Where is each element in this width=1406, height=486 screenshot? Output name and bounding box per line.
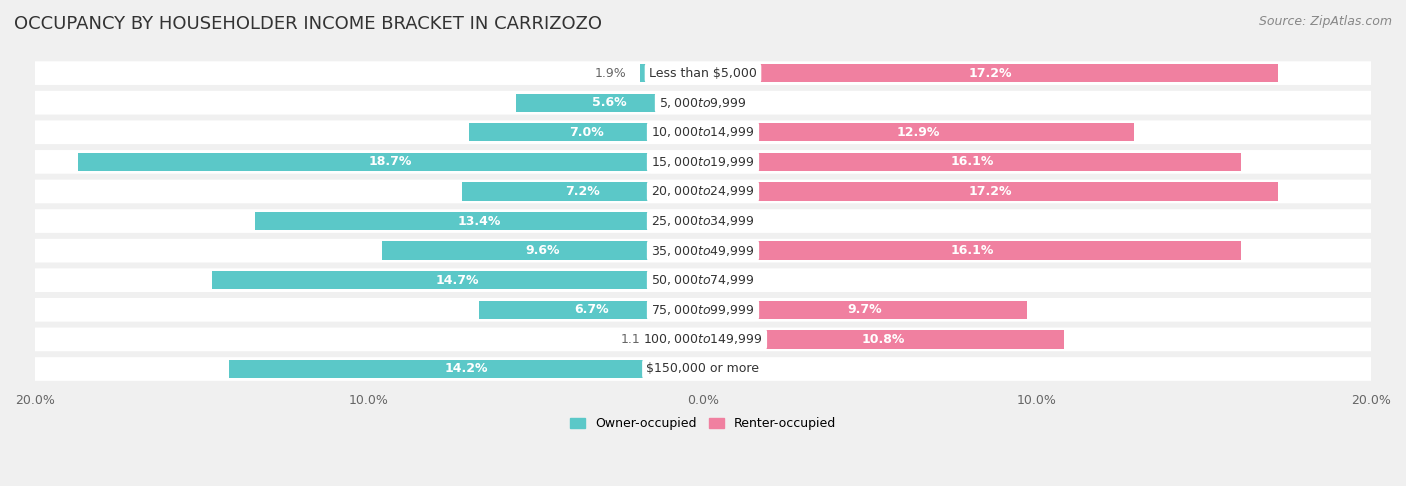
Bar (256, 212, 703, 230)
Text: 7.0%: 7.0% (568, 126, 603, 139)
Bar (79, 153, 703, 171)
FancyBboxPatch shape (35, 298, 1371, 322)
FancyBboxPatch shape (35, 268, 1371, 292)
Text: 17.2%: 17.2% (969, 185, 1012, 198)
Text: 10.8%: 10.8% (862, 333, 905, 346)
Text: 1.1%: 1.1% (621, 333, 652, 346)
FancyBboxPatch shape (35, 209, 1371, 233)
Text: 14.7%: 14.7% (436, 274, 479, 287)
Legend: Owner-occupied, Renter-occupied: Owner-occupied, Renter-occupied (565, 413, 841, 435)
Text: 16.1%: 16.1% (950, 244, 994, 257)
Bar (666, 330, 703, 348)
Text: 17.2%: 17.2% (969, 67, 1012, 80)
Text: 0.0%: 0.0% (717, 274, 748, 287)
Text: 0.0%: 0.0% (717, 363, 748, 376)
Text: 16.1%: 16.1% (950, 156, 994, 168)
Text: 14.2%: 14.2% (444, 363, 488, 376)
Bar (229, 360, 703, 378)
Bar (212, 271, 703, 289)
Text: $35,000 to $49,999: $35,000 to $49,999 (651, 243, 755, 258)
Text: 9.6%: 9.6% (526, 244, 560, 257)
FancyBboxPatch shape (35, 328, 1371, 351)
FancyBboxPatch shape (35, 357, 1371, 381)
FancyBboxPatch shape (35, 239, 1371, 262)
Bar (470, 123, 703, 141)
Text: $10,000 to $14,999: $10,000 to $14,999 (651, 125, 755, 139)
Bar (703, 330, 1064, 348)
FancyBboxPatch shape (35, 180, 1371, 203)
Text: $50,000 to $74,999: $50,000 to $74,999 (651, 273, 755, 287)
Text: Source: ZipAtlas.com: Source: ZipAtlas.com (1258, 15, 1392, 28)
Text: 9.7%: 9.7% (848, 303, 883, 316)
Text: Less than $5,000: Less than $5,000 (650, 67, 756, 80)
Text: $75,000 to $99,999: $75,000 to $99,999 (651, 303, 755, 317)
Bar (382, 242, 703, 260)
Text: $15,000 to $19,999: $15,000 to $19,999 (651, 155, 755, 169)
Text: $150,000 or more: $150,000 or more (647, 363, 759, 376)
Text: 12.9%: 12.9% (897, 126, 941, 139)
Text: 0.0%: 0.0% (717, 214, 748, 227)
Bar (703, 64, 1278, 82)
FancyBboxPatch shape (35, 61, 1371, 85)
FancyBboxPatch shape (35, 121, 1371, 144)
Bar (640, 64, 703, 82)
Bar (703, 153, 1240, 171)
Text: 6.7%: 6.7% (574, 303, 609, 316)
Text: 13.4%: 13.4% (457, 214, 501, 227)
Bar (703, 242, 1240, 260)
Bar (463, 182, 703, 201)
Bar (703, 182, 1278, 201)
Bar (516, 93, 703, 112)
Bar (703, 301, 1026, 319)
Text: $20,000 to $24,999: $20,000 to $24,999 (651, 185, 755, 198)
FancyBboxPatch shape (35, 91, 1371, 115)
Bar (479, 301, 703, 319)
Text: $100,000 to $149,999: $100,000 to $149,999 (644, 332, 762, 347)
Bar (703, 123, 1133, 141)
Text: OCCUPANCY BY HOUSEHOLDER INCOME BRACKET IN CARRIZOZO: OCCUPANCY BY HOUSEHOLDER INCOME BRACKET … (14, 15, 602, 33)
Text: $25,000 to $34,999: $25,000 to $34,999 (651, 214, 755, 228)
Text: 5.6%: 5.6% (592, 96, 627, 109)
Text: 7.2%: 7.2% (565, 185, 600, 198)
Text: 0.0%: 0.0% (717, 96, 748, 109)
FancyBboxPatch shape (35, 150, 1371, 174)
Text: 18.7%: 18.7% (368, 156, 412, 168)
Text: 1.9%: 1.9% (595, 67, 626, 80)
Text: $5,000 to $9,999: $5,000 to $9,999 (659, 96, 747, 110)
